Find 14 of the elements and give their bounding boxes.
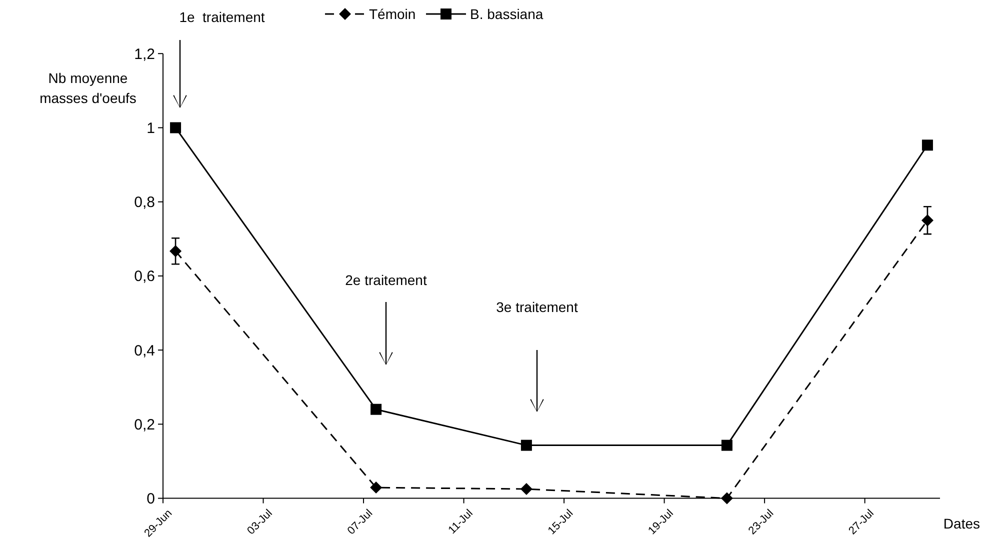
y-tick-label: 0,6 [134, 268, 155, 286]
y-tick-label: 0,2 [134, 416, 155, 434]
legend-label: B. bassiana [470, 6, 544, 22]
text: 1e traitement [179, 9, 265, 25]
y-tick-label: 1 [146, 120, 155, 137]
y-tick-label: 0 [146, 490, 155, 508]
x-axis-title: Dates [943, 515, 980, 532]
annotation: 3e traitement [496, 299, 578, 315]
y-axis-title: Nb moyenne masses d'oeufs [40, 70, 136, 106]
y-tick-label: 0,8 [134, 194, 155, 212]
legend-label: Témoin [369, 6, 416, 22]
y-tick-label: 0,4 [134, 342, 155, 360]
annotation: 2e traitement [345, 272, 427, 288]
y-tick-label: 1,2 [134, 46, 155, 63]
